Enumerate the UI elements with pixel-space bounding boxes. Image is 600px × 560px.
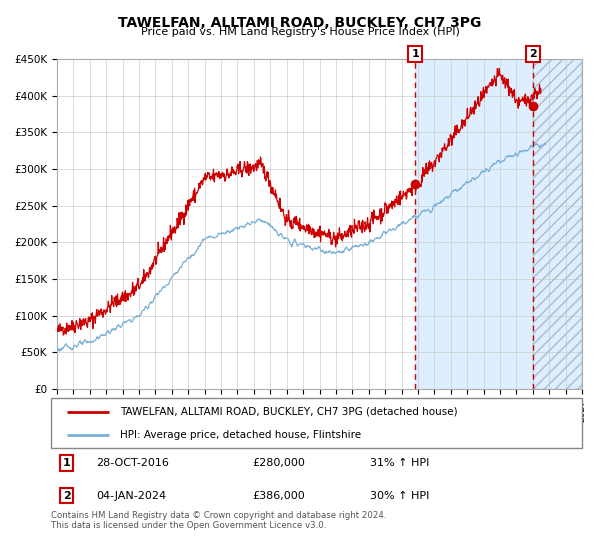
Text: 2: 2	[62, 491, 70, 501]
Text: Contains HM Land Registry data © Crown copyright and database right 2024.
This d: Contains HM Land Registry data © Crown c…	[51, 511, 386, 530]
Text: 30% ↑ HPI: 30% ↑ HPI	[370, 491, 429, 501]
Text: HPI: Average price, detached house, Flintshire: HPI: Average price, detached house, Flin…	[120, 431, 361, 440]
FancyBboxPatch shape	[51, 398, 582, 448]
Bar	[415, 59, 533, 389]
Text: 31% ↑ HPI: 31% ↑ HPI	[370, 458, 429, 468]
Text: TAWELFAN, ALLTAMI ROAD, BUCKLEY, CH7 3PG (detached house): TAWELFAN, ALLTAMI ROAD, BUCKLEY, CH7 3PG…	[120, 407, 458, 417]
Text: 2: 2	[529, 49, 537, 59]
Text: 1: 1	[62, 458, 70, 468]
Text: Price paid vs. HM Land Registry's House Price Index (HPI): Price paid vs. HM Land Registry's House …	[140, 27, 460, 37]
Text: 1: 1	[411, 49, 419, 59]
Text: 28-OCT-2016: 28-OCT-2016	[96, 458, 169, 468]
Bar	[533, 59, 582, 389]
Text: TAWELFAN, ALLTAMI ROAD, BUCKLEY, CH7 3PG: TAWELFAN, ALLTAMI ROAD, BUCKLEY, CH7 3PG	[118, 16, 482, 30]
Text: 04-JAN-2024: 04-JAN-2024	[96, 491, 166, 501]
Text: £386,000: £386,000	[253, 491, 305, 501]
Text: £280,000: £280,000	[253, 458, 305, 468]
